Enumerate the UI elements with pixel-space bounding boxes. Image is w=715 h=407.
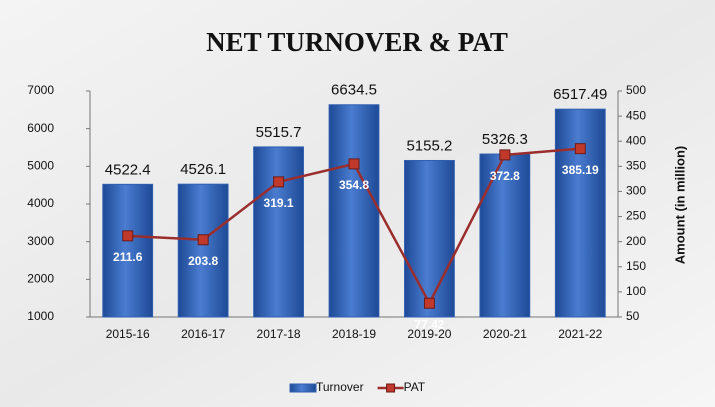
y-tick-label: 5000: [27, 159, 54, 173]
bar-value-label: 4522.4: [105, 161, 151, 178]
pat-value-label: 211.6: [113, 250, 143, 264]
pat-marker: [574, 143, 586, 155]
x-tick-label: 2015-16: [106, 327, 150, 341]
bar-value-label: 6634.5: [331, 82, 377, 99]
pat-value-label: 385.19: [562, 163, 599, 177]
bar-value-label: 5155.2: [406, 137, 452, 154]
pat-value-label: 372.8: [490, 169, 520, 183]
y2-tick-label: 400: [626, 133, 646, 147]
bar: [479, 153, 531, 318]
bar: [404, 159, 455, 318]
y-tick-label: 4000: [27, 196, 54, 210]
y2-tick-label: 450: [626, 108, 646, 122]
legend-swatch: [289, 383, 317, 393]
y-tick-label: 6000: [27, 121, 54, 135]
y2-axis-label: Amount (in million): [672, 146, 687, 264]
bar: [554, 108, 606, 318]
bar: [102, 183, 154, 318]
y2-tick-label: 300: [626, 184, 646, 198]
x-tick-label: 2019-20: [407, 327, 451, 341]
y2-tick-label: 150: [626, 259, 646, 273]
bar-value-label: 5515.7: [256, 124, 302, 141]
legend-label: Turnover: [316, 380, 364, 394]
y-tick-label: 7000: [27, 83, 54, 97]
pat-marker: [423, 297, 435, 309]
legend-swatch-marker: [386, 383, 396, 393]
x-tick-label: 2016-17: [181, 327, 225, 341]
bar: [328, 104, 380, 318]
bar-value-label: 4526.1: [180, 161, 226, 178]
legend-label: PAT: [404, 380, 426, 394]
chart-title: NET TURNOVER & PAT: [206, 27, 508, 57]
y2-tick-label: 100: [626, 284, 646, 298]
y2-tick-label: 200: [626, 234, 646, 248]
pat-marker: [499, 149, 511, 161]
pat-marker: [348, 158, 360, 170]
bar-value-label: 5326.3: [482, 131, 528, 148]
pat-value-label: 354.8: [339, 178, 369, 192]
pat-marker: [122, 230, 134, 242]
y2-tick-label: 250: [626, 209, 646, 223]
y-tick-label: 3000: [27, 234, 54, 248]
pat-marker: [197, 234, 209, 246]
pat-value-label: 319.1: [264, 196, 294, 210]
pat-marker: [273, 176, 285, 188]
x-tick-label: 2017-18: [257, 327, 301, 341]
y-tick-label: 2000: [27, 272, 54, 286]
y2-tick-label: 500: [626, 83, 646, 97]
bar-value-label: 6517.49: [553, 86, 607, 103]
x-tick-label: 2021-22: [558, 327, 602, 341]
pat-value-label: 203.8: [188, 254, 218, 268]
bar: [253, 146, 304, 318]
bar: [177, 183, 229, 318]
pat-value-label: 77.42: [414, 317, 444, 331]
y2-tick-label: 350: [626, 159, 646, 173]
y2-tick-label: 50: [626, 309, 640, 323]
y-tick-label: 1000: [27, 309, 54, 323]
x-tick-label: 2020-21: [483, 327, 527, 341]
x-tick-label: 2018-19: [332, 327, 376, 341]
